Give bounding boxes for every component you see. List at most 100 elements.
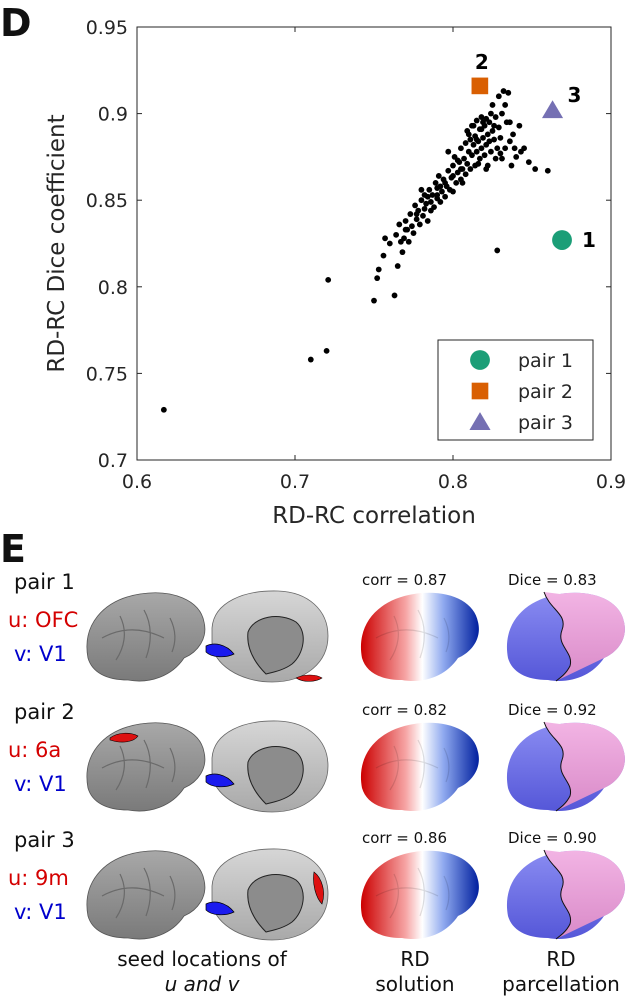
data-point [454,157,461,164]
data-point [491,122,497,129]
seed-v-label: v: V1 [14,772,67,796]
y-tick-label: 0.7 [98,450,128,472]
data-point [429,192,436,198]
data-point [470,141,477,148]
data-point [420,212,426,219]
data-point [502,102,509,108]
legend-marker-pair-1 [470,350,490,370]
data-point [323,347,330,354]
data-point [486,138,493,145]
caption-seed: seed locations of u and v [92,947,312,997]
caption-parcellation-line1: RD [546,947,576,971]
data-point [418,197,425,204]
highlight-marker-pair-1 [552,230,572,250]
data-point [386,240,393,247]
data-point [421,205,428,212]
data-point [469,152,475,159]
data-point [488,110,494,117]
data-point [410,230,417,237]
data-point [413,211,420,217]
data-point [450,173,456,179]
data-point [473,117,480,124]
caption-seed-line2: u and v [164,972,240,996]
y-axis-label: RD-RC Dice coefficient [44,114,70,372]
data-point [380,252,387,259]
data-point [467,166,474,172]
data-point [374,275,381,282]
y-tick-label: 0.75 [86,363,128,385]
data-point [434,192,441,198]
data-point [494,247,501,254]
legend-marker-pair-3 [469,412,491,430]
corr-value: corr = 0.86 [362,829,447,847]
data-point [497,134,504,141]
legend: pair 1 pair 2 pair 3 [437,339,594,441]
data-point [544,167,551,174]
x-tick-label: 0.7 [280,471,310,493]
medial-seed-brain [205,590,329,683]
data-point [391,292,398,299]
data-point [467,136,474,143]
data-point [532,166,539,172]
data-point [437,183,444,190]
data-point [478,145,485,152]
data-point [399,249,406,256]
rd-parcellation-brain [506,721,625,812]
brain-svg [86,590,625,683]
data-point [409,223,415,230]
data-points [160,88,551,413]
x-tick-label: 0.9 [596,471,626,493]
data-point [407,211,414,217]
legend-marker-pair-2 [471,382,489,400]
data-point [495,124,502,131]
seed-v-label: v: V1 [14,642,67,666]
seed-v-label: v: V1 [14,900,67,924]
brain-svg [86,720,625,813]
data-point [488,148,494,155]
caption-parcellation: RD parcellation [490,947,632,997]
data-point [497,150,504,157]
data-point [464,128,471,134]
data-point [462,140,469,146]
legend-box [437,339,594,441]
data-point [478,114,485,120]
brain-figures [80,588,632,692]
caption-solution: RD solution [345,947,485,997]
legend-label-pair-3: pair 3 [518,412,573,434]
rd-solution-brain [360,592,479,682]
pair-label: pair 1 [14,570,75,594]
data-point [499,155,505,162]
data-point [481,152,488,159]
data-point [412,202,418,209]
data-point [418,186,425,193]
data-point [494,145,501,152]
rd-solution-brain [360,722,479,812]
rd-parcellation-brain [506,591,625,682]
y-tick-label: 0.9 [98,104,128,126]
y-tick-label: 0.95 [86,17,128,39]
highlight-marker-pair-3 [541,100,564,119]
data-point [423,200,430,207]
rd-solution-brain [360,850,479,940]
data-point [502,145,509,152]
brain-figures [80,846,632,950]
data-point [426,186,433,193]
data-point [450,188,456,195]
brain-figures [80,718,632,822]
data-point [160,406,167,413]
data-point [453,179,460,186]
data-point [458,166,464,172]
corr-value: corr = 0.87 [362,571,447,589]
data-point [442,193,448,200]
data-point [427,207,434,214]
lateral-seed-brain [86,850,206,940]
data-point [442,179,448,186]
data-point [478,126,485,133]
data-point [424,193,431,200]
data-point [483,115,490,122]
data-point [382,235,388,242]
highlight-label-pair-2: 2 [475,50,489,74]
data-point [396,221,403,228]
legend-label-pair-1: pair 1 [518,350,573,372]
